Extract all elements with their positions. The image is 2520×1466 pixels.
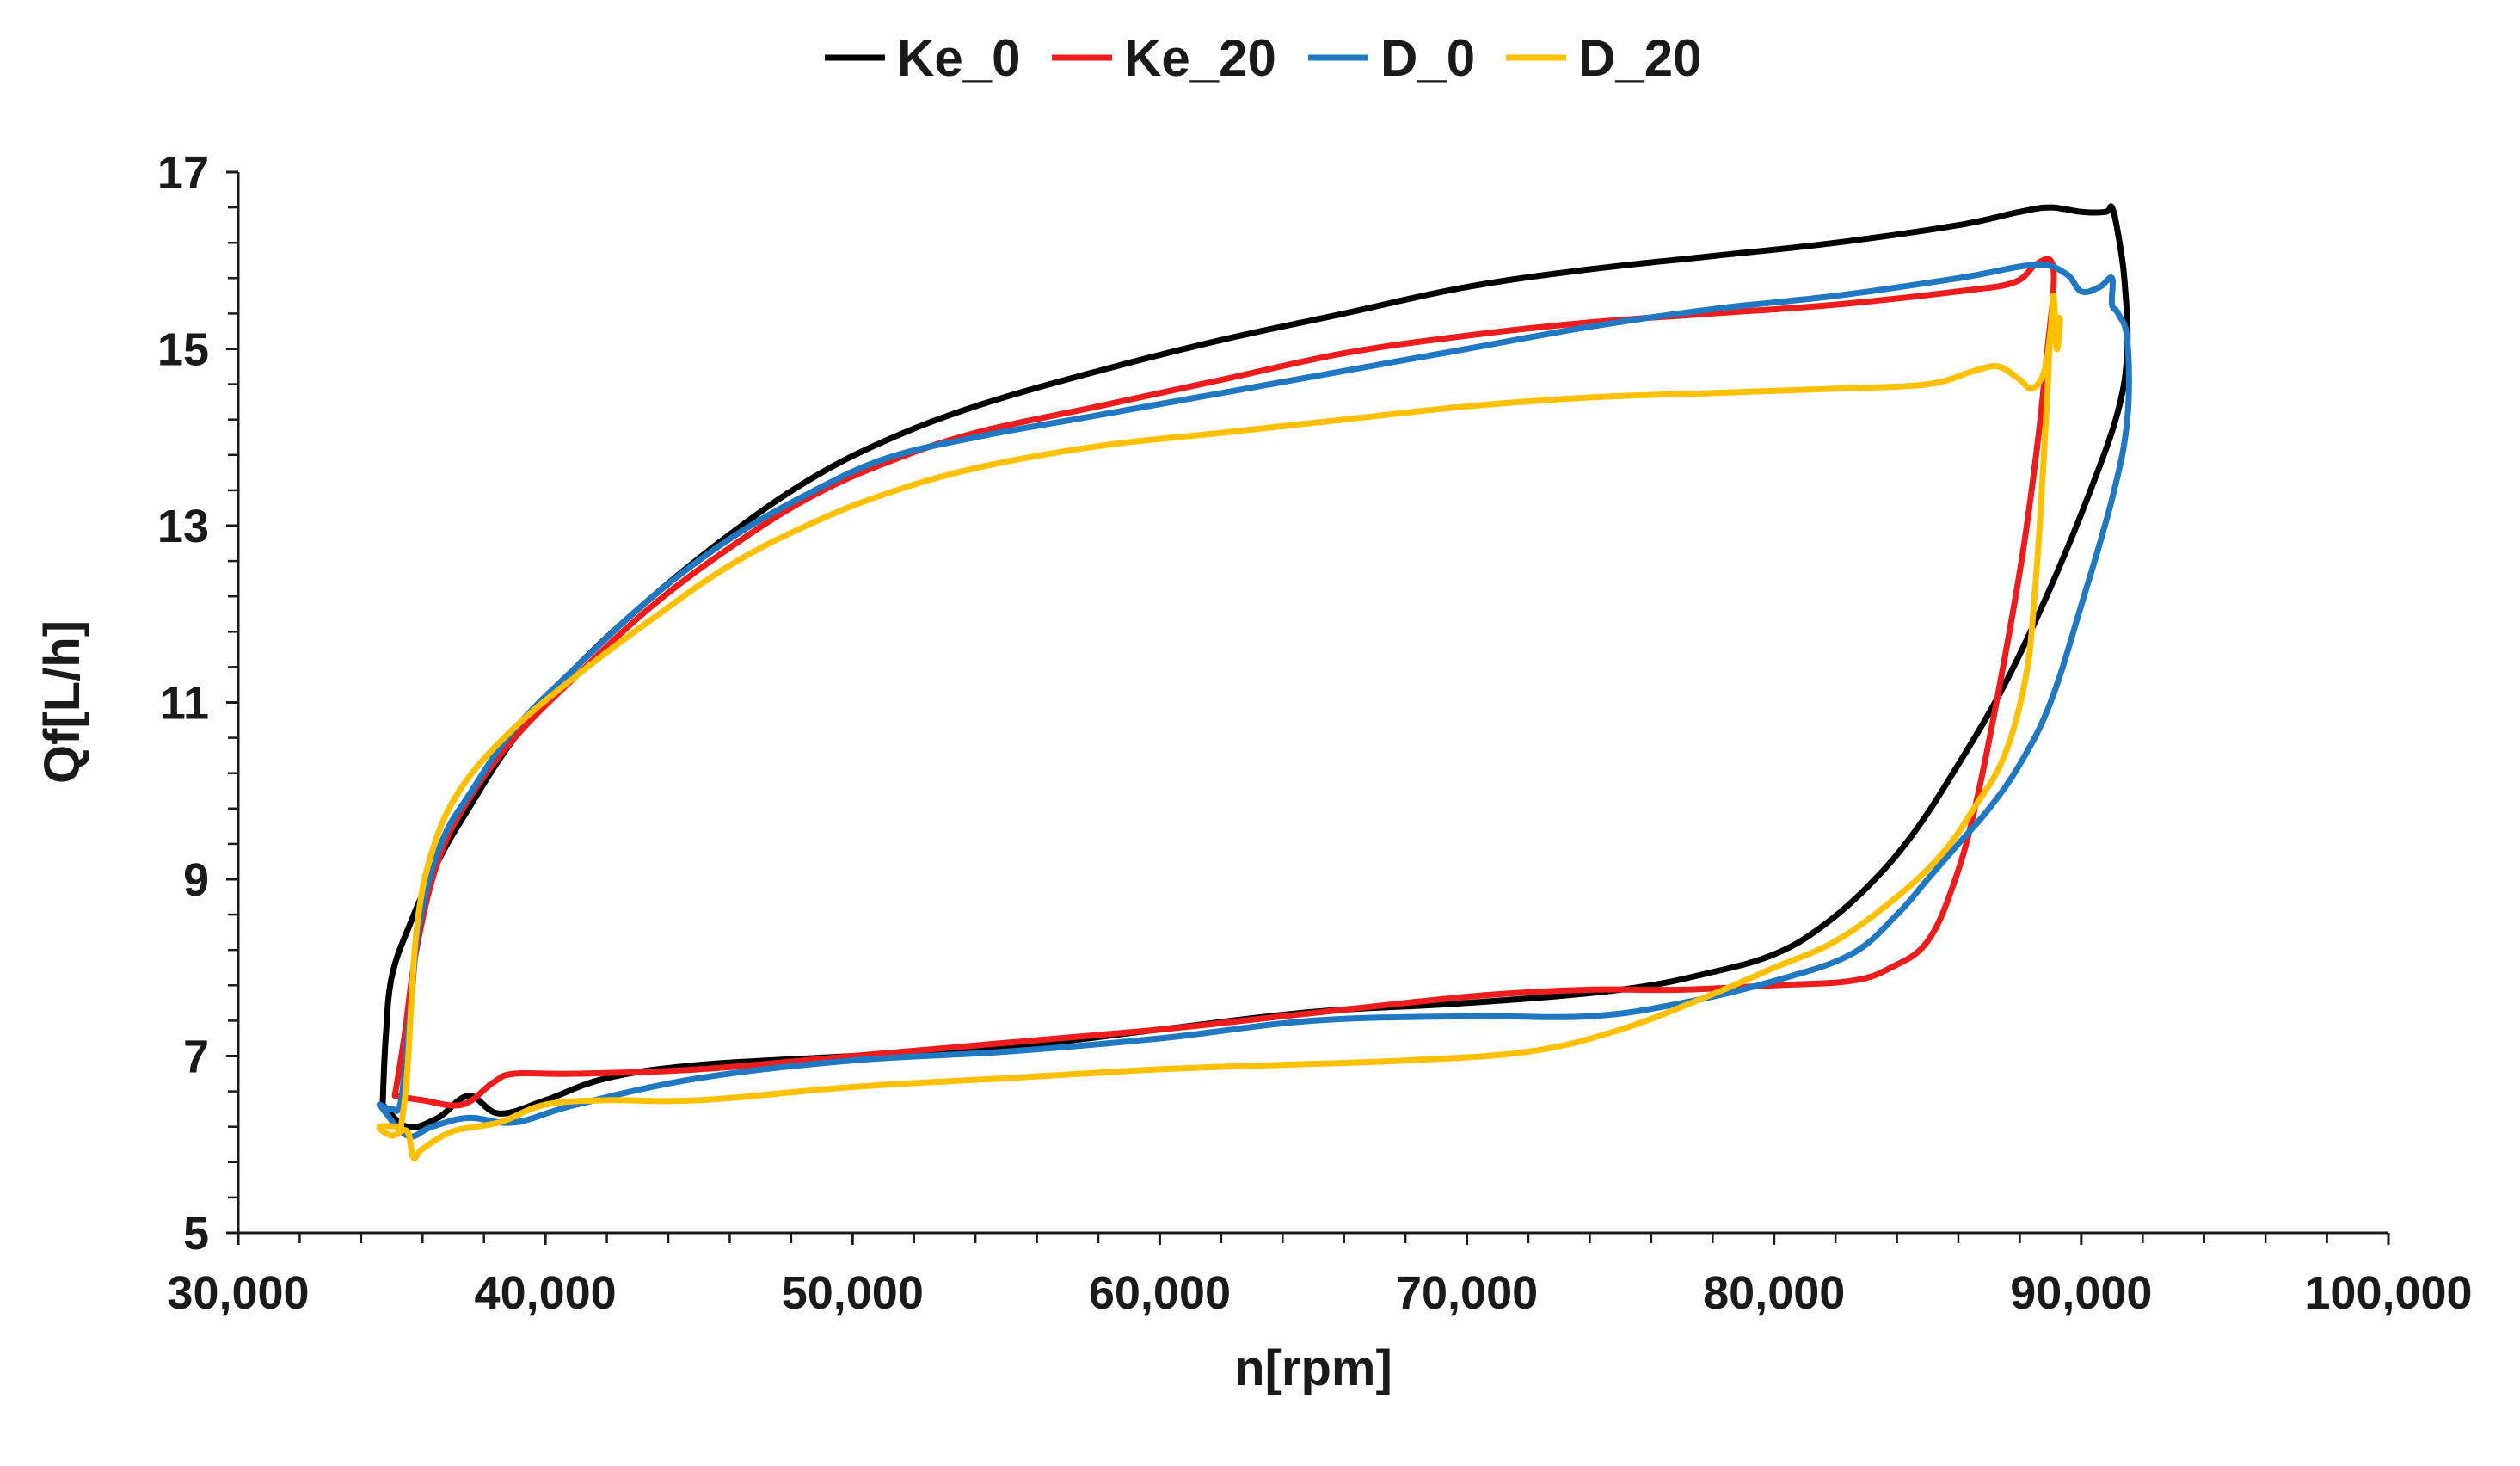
legend-label: Ke_0	[897, 29, 1020, 87]
y-tick-label: 13	[157, 501, 209, 552]
legend: Ke_0 Ke_20 D_0 D_20	[825, 29, 1701, 87]
x-tick-label: 80,000	[1703, 1267, 1845, 1319]
y-tick-label: 11	[160, 678, 209, 730]
y-tick-label: 9	[183, 854, 209, 906]
y-tick-label: 15	[157, 324, 209, 376]
legend-label: D_20	[1578, 29, 1701, 87]
x-axis-ticks: 30,000 40,000 50,000 60,000 70,000 80,000 90,0…	[167, 1233, 2473, 1319]
x-tick-label: 40,000	[475, 1267, 617, 1319]
x-tick-label: 100,000	[2304, 1267, 2472, 1319]
y-tick-label: 7	[183, 1032, 209, 1083]
series-layer	[376, 203, 2132, 1162]
legend-label: D_0	[1380, 29, 1475, 87]
legend-item-ke-0: Ke_0	[825, 29, 1020, 87]
series-line-ke-0	[379, 203, 2131, 1130]
x-tick-label: 90,000	[2010, 1267, 2152, 1319]
series-line-d-20	[376, 293, 2063, 1162]
minor-ticks	[228, 206, 2328, 1243]
x-tick-label: 30,000	[167, 1267, 309, 1319]
x-tick-label: 50,000	[782, 1267, 924, 1319]
legend-label: Ke_20	[1124, 29, 1276, 87]
x-tick-label: 60,000	[1089, 1267, 1231, 1319]
series-line-ke-20	[391, 256, 2057, 1109]
x-tick-label: 70,000	[1396, 1267, 1538, 1319]
y-axis-ticks: 5 7 9 11 13 15 17	[157, 147, 238, 1260]
legend-item-ke-20: Ke_20	[1052, 29, 1276, 87]
legend-item-d-0: D_0	[1308, 29, 1475, 87]
y-axis-title: Qf[L/h]	[34, 620, 90, 784]
series-line-d-0	[376, 262, 2132, 1140]
x-axis-title: n[rpm]	[1234, 1340, 1392, 1396]
y-tick-label: 17	[157, 147, 209, 199]
legend-item-d-20: D_20	[1506, 29, 1701, 87]
y-tick-label: 5	[183, 1208, 209, 1260]
